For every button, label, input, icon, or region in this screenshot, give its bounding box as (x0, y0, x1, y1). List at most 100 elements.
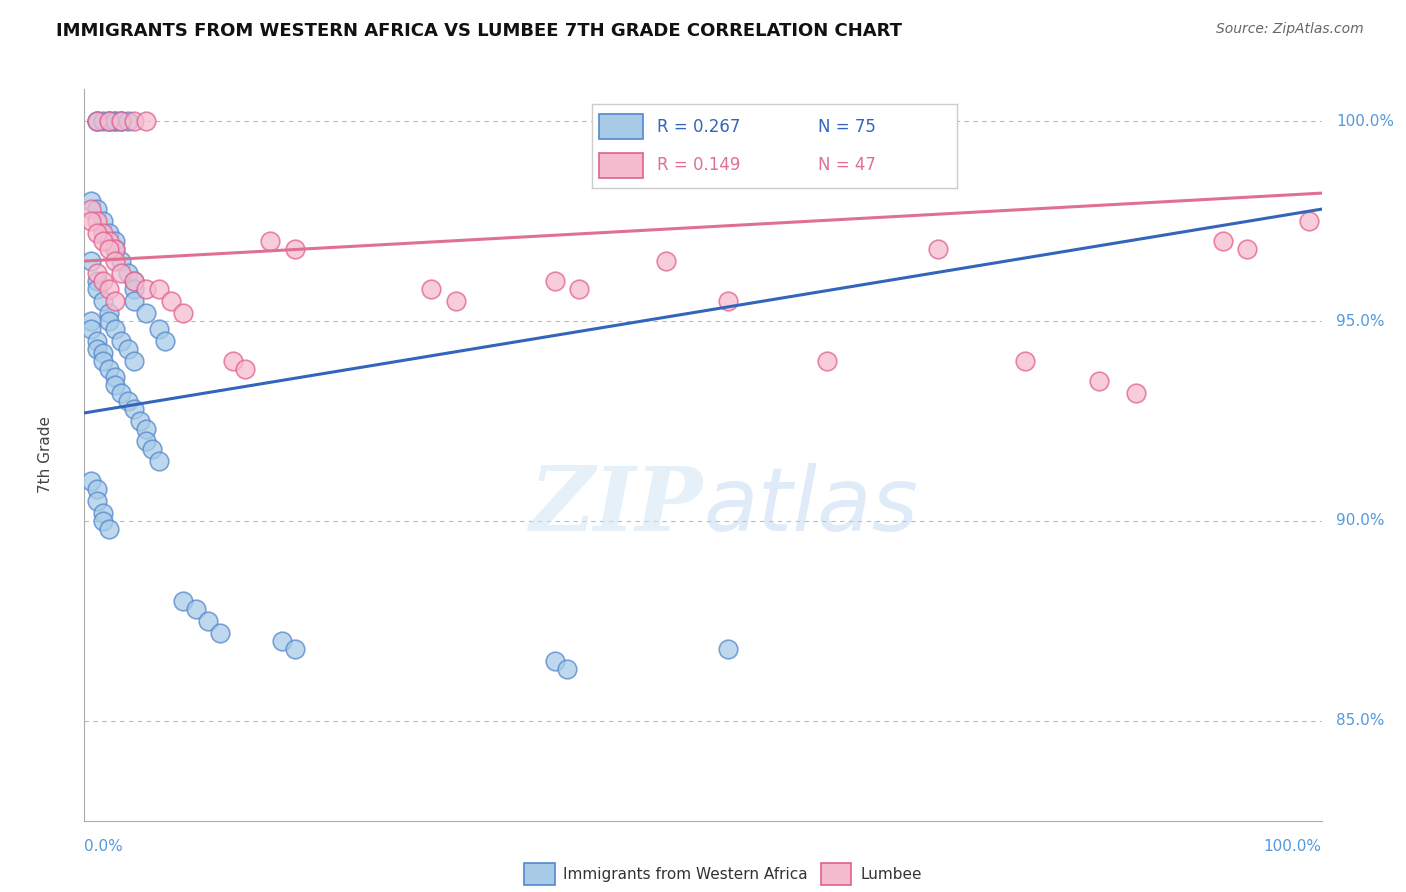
Point (568, 282, 591, 296)
Point (98, 242, 121, 256)
Point (79, 474, 101, 488)
Point (197, 614, 219, 628)
Text: 100.0%: 100.0% (1264, 838, 1322, 854)
Point (141, 442, 163, 456)
Point (122, 401, 145, 416)
Point (153, 334, 176, 348)
Point (98, 522, 121, 536)
Point (209, 625, 232, 640)
Point (1125, 386, 1147, 401)
FancyBboxPatch shape (821, 863, 852, 885)
Point (91, 354, 114, 368)
Text: IMMIGRANTS FROM WESTERN AFRICA VS LUMBEE 7TH GRADE CORRELATION CHART: IMMIGRANTS FROM WESTERN AFRICA VS LUMBEE… (56, 22, 903, 40)
Point (86, 226, 108, 240)
Point (79, 322, 101, 336)
Point (98, 114, 121, 128)
Point (98, 226, 121, 240)
Point (271, 633, 294, 648)
Point (91, 214, 114, 228)
Point (79, 202, 101, 216)
Point (172, 306, 194, 320)
Point (104, 293, 127, 308)
Point (104, 242, 127, 256)
Point (1014, 354, 1036, 368)
Point (91, 274, 114, 288)
Point (419, 282, 441, 296)
Point (117, 342, 139, 356)
Point (91, 234, 114, 248)
Point (86, 114, 108, 128)
Point (91, 293, 114, 308)
Point (148, 454, 170, 468)
Text: Lumbee: Lumbee (860, 866, 922, 881)
Point (110, 386, 132, 401)
Point (86, 214, 108, 228)
Point (79, 254, 101, 268)
Point (135, 434, 157, 448)
Point (122, 293, 145, 308)
Point (222, 354, 245, 368)
Point (284, 641, 307, 656)
Point (1298, 214, 1320, 228)
Point (135, 422, 157, 436)
Text: 7th Grade: 7th Grade (38, 417, 53, 493)
Point (86, 334, 108, 348)
Point (122, 274, 145, 288)
Point (1236, 242, 1258, 256)
Point (91, 506, 114, 520)
Point (160, 293, 183, 308)
Point (172, 594, 194, 608)
Point (233, 362, 256, 376)
Point (110, 114, 132, 128)
Point (135, 114, 157, 128)
Point (98, 234, 121, 248)
Point (117, 266, 139, 280)
Text: 90.0%: 90.0% (1337, 514, 1385, 528)
Point (98, 314, 121, 328)
Point (148, 322, 170, 336)
Point (104, 254, 127, 268)
Point (543, 654, 565, 668)
Point (110, 254, 132, 268)
Point (91, 514, 114, 528)
Point (86, 274, 108, 288)
Text: Source: ZipAtlas.com: Source: ZipAtlas.com (1216, 22, 1364, 37)
Text: ZIP: ZIP (530, 463, 703, 549)
Point (717, 641, 740, 656)
FancyBboxPatch shape (523, 863, 554, 885)
Point (117, 394, 139, 409)
Point (86, 494, 108, 508)
Point (110, 114, 132, 128)
Point (927, 242, 949, 256)
Point (104, 322, 127, 336)
Point (98, 114, 121, 128)
Point (184, 602, 207, 616)
Point (1212, 234, 1234, 248)
Point (86, 114, 108, 128)
Text: 0.0%: 0.0% (84, 838, 124, 854)
Point (110, 114, 132, 128)
Point (135, 306, 157, 320)
Point (444, 293, 467, 308)
Point (79, 314, 101, 328)
Point (98, 282, 121, 296)
Point (91, 346, 114, 360)
Text: 95.0%: 95.0% (1337, 313, 1385, 328)
Point (259, 234, 281, 248)
Point (117, 114, 139, 128)
Point (129, 414, 152, 428)
Point (122, 114, 145, 128)
Point (815, 354, 838, 368)
Point (104, 242, 127, 256)
Point (110, 334, 132, 348)
Point (543, 274, 565, 288)
Point (110, 266, 132, 280)
Point (79, 194, 101, 208)
Point (284, 242, 307, 256)
Point (91, 226, 114, 240)
Point (1088, 374, 1111, 388)
Point (122, 354, 145, 368)
Point (555, 662, 578, 676)
Point (148, 282, 170, 296)
Point (655, 254, 678, 268)
